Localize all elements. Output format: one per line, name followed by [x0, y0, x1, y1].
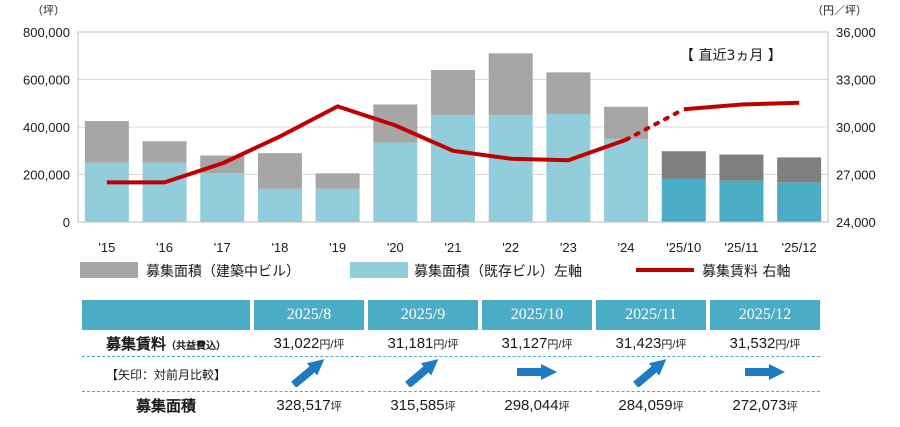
arrow-row-label: 【矢印：対前月比較】	[82, 357, 250, 392]
bar-existing	[488, 115, 533, 222]
trend-arrow-cell	[254, 357, 364, 392]
bar-construction	[142, 141, 187, 163]
bar-existing	[315, 188, 360, 222]
area-row-label: 募集面積	[135, 396, 196, 415]
legend-swatch-existing	[350, 262, 408, 278]
rent-value: 31,022円/坪	[254, 330, 364, 357]
area-value: 298,044坪	[504, 396, 570, 414]
bar-construction	[315, 173, 360, 189]
plot-frame	[77, 31, 829, 223]
trend-arrow-cell	[368, 357, 478, 392]
x-tick-label: '20	[387, 240, 404, 255]
y-axis-left: 0 200,000 400,000 600,000 800,000	[23, 25, 70, 230]
x-tick-label: '25/12	[782, 240, 817, 255]
chart-bars	[84, 53, 822, 222]
bar-construction	[546, 72, 591, 114]
bar-existing	[546, 113, 591, 222]
x-tick-label: '19	[329, 240, 346, 255]
trend-arrow-cell	[710, 357, 820, 392]
month-header: 2025/11	[596, 300, 706, 330]
trend-arrow-cell	[596, 357, 706, 392]
y-axis-right: 24,000 27,000 30,000 33,000 36,000	[836, 25, 876, 230]
rent-row-label: 募集賃料（共益費込）	[82, 330, 250, 357]
x-tick-label: '15	[98, 240, 115, 255]
bar-existing	[200, 173, 245, 222]
y-left-unit: （坪）	[32, 4, 65, 17]
bar-construction	[431, 70, 475, 116]
x-axis: '15 '16 '17 '18 '19 '20 '21 '22 '23 '24 '25/10 '25/…	[98, 240, 816, 255]
bar-existing	[661, 178, 706, 222]
rent-value: 31,532円/坪	[710, 330, 820, 357]
bar-construction	[604, 106, 649, 139]
y-right-unit: （円／坪）	[812, 4, 867, 17]
y-right-tick-label: 24,000	[836, 215, 876, 230]
summary-table: 2025/8 2025/9 2025/10 2025/11 2025/12 募集…	[78, 300, 824, 418]
x-tick-label: '21	[445, 240, 462, 255]
month-header: 2025/12	[710, 300, 820, 330]
month-header: 2025/8	[254, 300, 364, 330]
x-tick-label: '24	[618, 240, 635, 255]
x-tick-label: '23	[560, 240, 577, 255]
bar-existing	[431, 115, 475, 222]
area-value: 272,073坪	[732, 396, 798, 414]
legend-label-rent: 募集賃料 右軸	[702, 263, 790, 280]
bar-existing	[373, 142, 418, 222]
area-value: 284,059坪	[618, 396, 684, 414]
legend-label-existing: 募集面積（既存ビル）左軸	[414, 263, 582, 280]
area-value: 315,585坪	[390, 396, 456, 414]
x-tick-label: '22	[502, 240, 519, 255]
rent-value: 31,181円/坪	[368, 330, 478, 357]
y-left-tick-label: 0	[63, 215, 70, 230]
trend-arrow-icon	[401, 357, 445, 391]
bar-existing	[84, 162, 129, 222]
y-left-tick-label: 400,000	[23, 120, 70, 135]
bar-construction	[719, 154, 764, 181]
month-header: 2025/10	[482, 300, 592, 330]
trend-arrow-icon	[515, 357, 559, 391]
trend-arrow-cell	[482, 357, 592, 392]
bar-construction	[257, 153, 302, 189]
bar-existing	[142, 162, 187, 222]
bar-construction	[84, 121, 129, 163]
y-right-tick-label: 33,000	[836, 73, 876, 88]
x-tick-label: '17	[214, 240, 231, 255]
bar-construction	[777, 157, 822, 183]
x-tick-label: '16	[156, 240, 173, 255]
y-left-tick-label: 600,000	[23, 73, 70, 88]
series-line-rent	[106, 104, 627, 185]
trend-arrow-icon	[743, 357, 787, 391]
series-line-rent-recent	[683, 100, 800, 112]
area-value: 328,517坪	[276, 396, 342, 414]
legend-label-construction: 募集面積（建築中ビル）	[146, 263, 300, 280]
y-left-tick-label: 200,000	[23, 168, 70, 183]
series-line-rent-dotted	[624, 107, 686, 142]
y-right-tick-label: 27,000	[836, 168, 876, 183]
bar-construction	[488, 53, 533, 116]
month-header: 2025/9	[368, 300, 478, 330]
y-right-tick-label: 30,000	[836, 120, 876, 135]
x-tick-label: '25/11	[724, 240, 758, 255]
x-tick-label: '25/10	[666, 240, 701, 255]
bar-construction	[661, 151, 706, 179]
y-left-tick-label: 800,000	[23, 25, 70, 40]
rent-value: 31,423円/坪	[596, 330, 706, 357]
trend-arrow-icon	[629, 357, 673, 391]
trend-arrow-icon	[287, 357, 331, 391]
bar-existing	[604, 138, 649, 222]
x-tick-label: '18	[271, 240, 288, 255]
table-corner	[82, 300, 250, 330]
rent-value: 31,127円/坪	[482, 330, 592, 357]
chart: 0 200,000 400,000 600,000 800,000 24,000 27,0…	[23, 4, 876, 280]
y-right-tick-label: 36,000	[836, 25, 876, 40]
recent-3-months-annotation: 【 直近3ヵ月 】	[680, 47, 782, 64]
legend: 募集面積（建築中ビル） 募集面積（既存ビル）左軸 募集賃料 右軸	[80, 262, 790, 280]
bar-existing	[719, 180, 764, 222]
bar-existing	[257, 188, 302, 222]
legend-swatch-construction	[80, 262, 138, 278]
bar-existing	[777, 182, 822, 222]
